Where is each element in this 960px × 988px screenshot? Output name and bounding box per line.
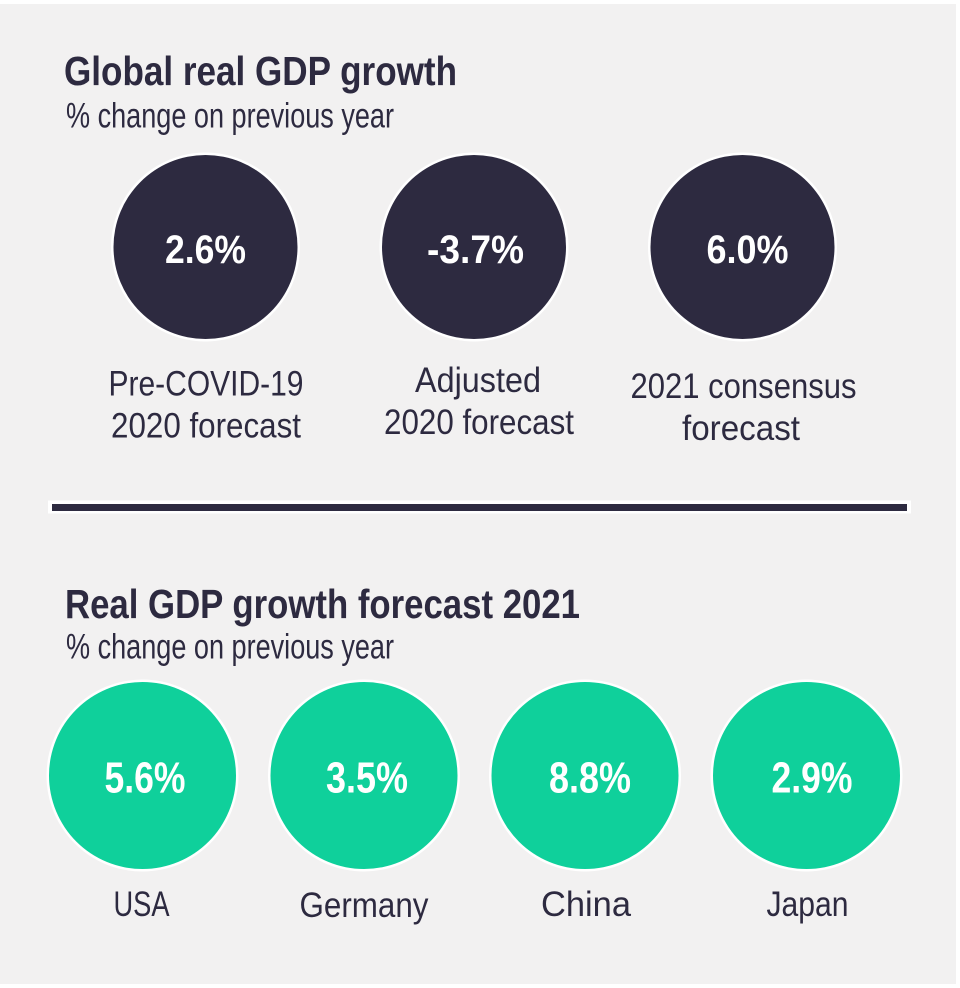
svg-text:2020 forecast: 2020 forecast: [111, 407, 301, 446]
svg-text:2020 forecast: 2020 forecast: [384, 403, 574, 442]
svg-text:Pre-COVID-19: Pre-COVID-19: [109, 365, 304, 404]
svg-text:China: China: [541, 885, 632, 924]
svg-text:5.6%: 5.6%: [105, 754, 186, 803]
svg-text:% change on previous year: % change on previous year: [66, 97, 394, 136]
svg-text:Japan: Japan: [767, 885, 849, 924]
svg-text:Global real GDP growth: Global real GDP growth: [64, 48, 457, 94]
svg-text:Germany: Germany: [300, 886, 429, 925]
svg-text:-3.7%: -3.7%: [427, 228, 524, 272]
svg-text:Real GDP growth forecast 2021: Real GDP growth forecast 2021: [65, 581, 580, 627]
svg-text:% change on previous year: % change on previous year: [66, 628, 394, 667]
svg-text:2.6%: 2.6%: [165, 228, 246, 272]
svg-text:3.5%: 3.5%: [326, 754, 408, 803]
svg-text:Adjusted: Adjusted: [415, 361, 541, 400]
svg-text:6.0%: 6.0%: [707, 228, 789, 272]
svg-text:8.8%: 8.8%: [549, 754, 631, 803]
svg-text:USA: USA: [114, 885, 171, 924]
svg-text:forecast: forecast: [682, 409, 800, 448]
svg-text:2021 consensus: 2021 consensus: [631, 367, 857, 406]
svg-text:2.9%: 2.9%: [772, 754, 853, 803]
